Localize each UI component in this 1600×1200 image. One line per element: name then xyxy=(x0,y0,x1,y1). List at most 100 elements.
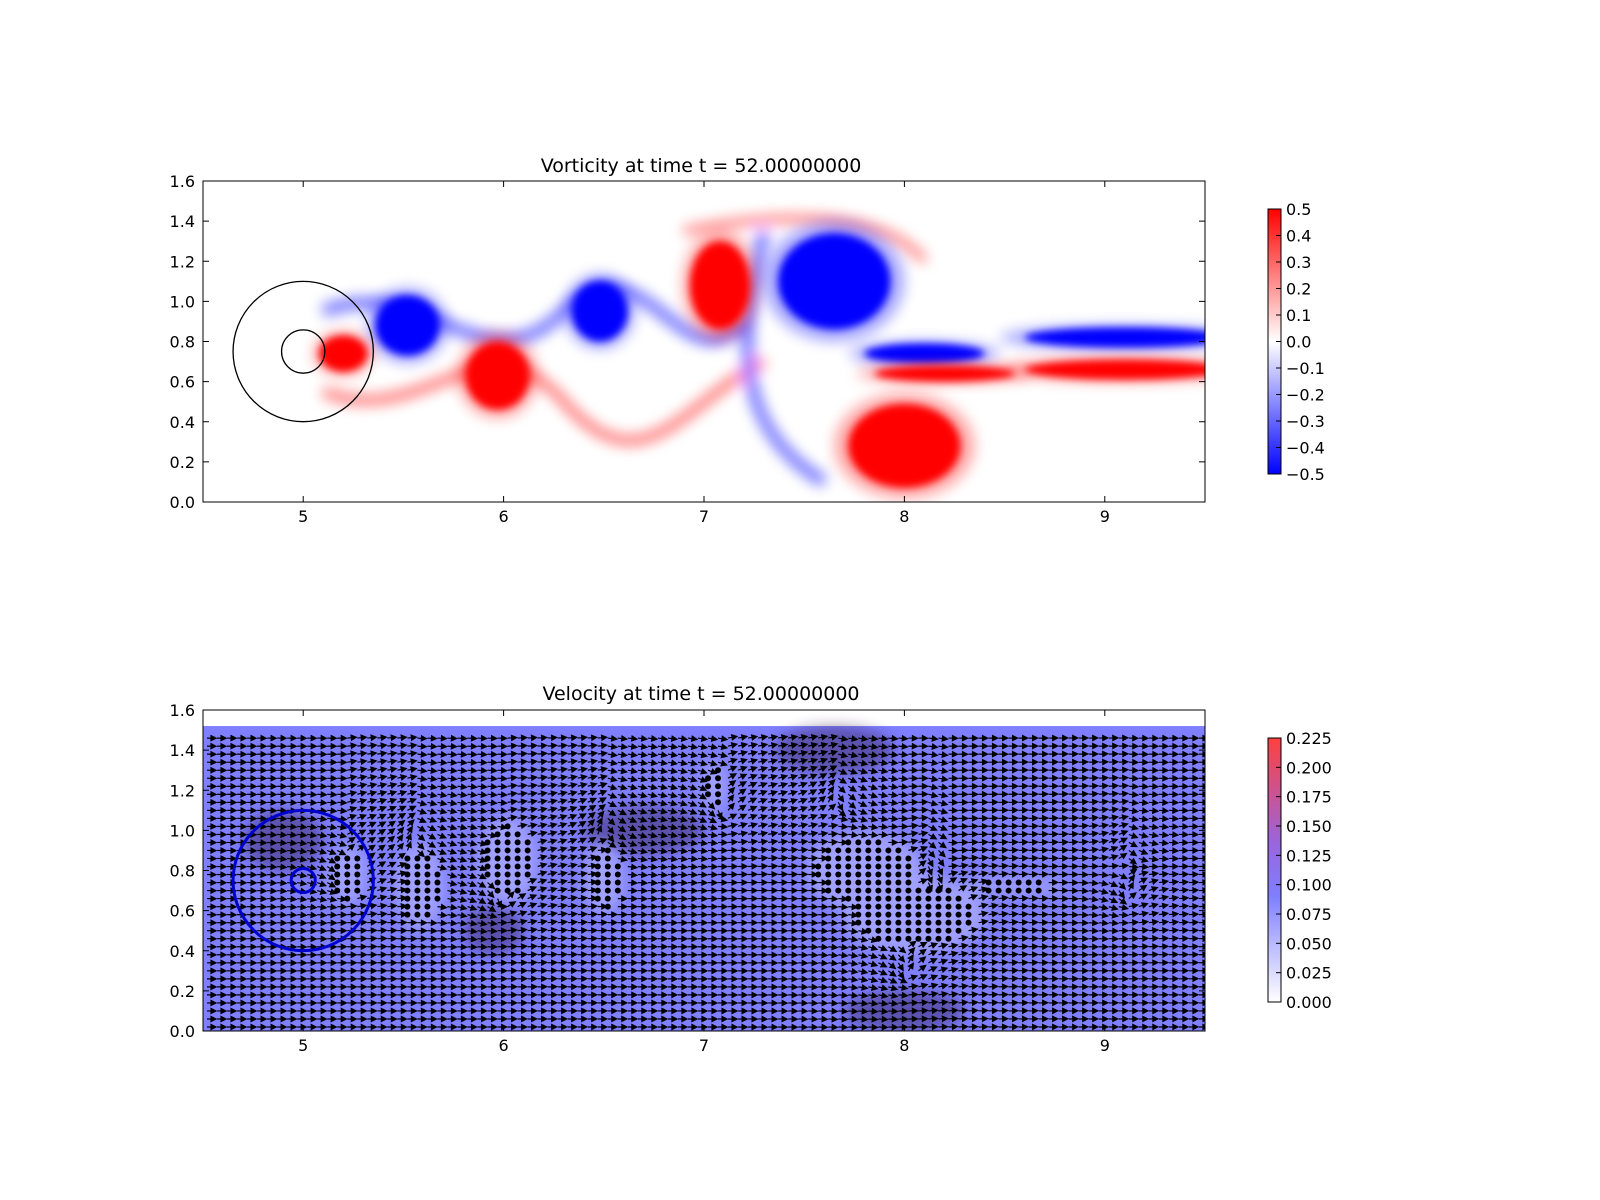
arrow-dot xyxy=(504,863,511,870)
velocity-arrow xyxy=(1038,846,1050,854)
velocity-arrow xyxy=(217,919,228,927)
velocity-arrow xyxy=(557,951,569,959)
velocity-arrow xyxy=(337,991,348,999)
velocity-arrow xyxy=(798,951,809,959)
velocity-arrow xyxy=(1008,1015,1019,1023)
velocity-arrow xyxy=(437,848,448,855)
velocity-arrow xyxy=(577,935,589,943)
velocity-arrow xyxy=(377,999,388,1007)
velocity-arrow xyxy=(647,863,659,871)
velocity-arrow xyxy=(928,850,936,859)
velocity-arrow xyxy=(938,990,949,998)
velocity-arrow xyxy=(397,819,406,827)
velocity-arrow xyxy=(637,871,649,879)
velocity-arrow xyxy=(1098,983,1110,991)
x-tick-label: 8 xyxy=(899,507,909,526)
arrow-dot xyxy=(1005,879,1012,886)
velocity-arrow xyxy=(217,943,228,951)
velocity-arrow xyxy=(838,927,849,935)
velocity-arrow xyxy=(898,946,907,954)
velocity-arrow xyxy=(247,895,258,903)
velocity-arrow xyxy=(547,959,559,967)
arrow-dot xyxy=(885,911,892,918)
velocity-arrow xyxy=(1048,951,1060,959)
velocity-arrow xyxy=(477,823,488,831)
arrow-dot xyxy=(504,879,511,886)
arrow-dot xyxy=(414,911,421,918)
velocity-arrow xyxy=(447,967,458,975)
velocity-arrow xyxy=(406,825,413,835)
velocity-arrow xyxy=(998,854,1009,862)
velocity-arrow xyxy=(367,1015,378,1023)
velocity-arrow xyxy=(1188,975,1200,983)
velocity-arrow xyxy=(677,1007,689,1015)
velocity-arrow xyxy=(477,999,488,1007)
velocity-arrow xyxy=(788,1007,799,1015)
velocity-arrow xyxy=(1088,879,1100,887)
velocity-arrow xyxy=(1018,999,1029,1007)
velocity-arrow xyxy=(1078,838,1090,846)
x-tick-label: 8 xyxy=(899,1036,909,1055)
velocity-arrow xyxy=(738,983,749,991)
velocity-arrow xyxy=(838,911,849,919)
velocity-arrow xyxy=(818,935,829,943)
velocity-arrow xyxy=(687,879,699,887)
velocity-arrow xyxy=(768,959,779,967)
arrow-dot xyxy=(815,863,822,870)
arrow-dot xyxy=(865,871,872,878)
velocity-arrow xyxy=(367,1007,378,1015)
velocity-arrow xyxy=(1048,1007,1060,1015)
arrow-dot xyxy=(855,919,862,926)
velocity-arrow xyxy=(748,1015,759,1023)
velocity-arrow xyxy=(938,950,949,958)
velocity-arrow xyxy=(477,1007,488,1015)
velocity-arrow xyxy=(738,903,749,911)
velocity-arrow xyxy=(657,951,669,959)
velocity-arrow xyxy=(477,967,488,975)
velocity-arrow xyxy=(417,967,428,975)
velocity-arrow xyxy=(758,935,769,943)
velocity-arrow xyxy=(1088,919,1100,927)
velocity-arrow xyxy=(357,991,368,999)
velocity-arrow xyxy=(317,951,328,959)
velocity-arrow xyxy=(447,975,458,983)
velocity-arrow xyxy=(657,935,669,943)
velocity-arrow xyxy=(1178,943,1190,951)
velocity-arrow xyxy=(557,910,568,918)
velocity-arrow xyxy=(828,895,839,903)
velocity-arrow xyxy=(277,903,288,911)
velocity-arrow xyxy=(858,944,869,951)
arrow-dot xyxy=(905,863,912,870)
velocity-arrow xyxy=(848,951,859,959)
velocity-arrow xyxy=(377,894,388,902)
velocity-arrow xyxy=(427,824,437,831)
arrow-dot xyxy=(504,847,511,854)
velocity-arrow xyxy=(978,950,989,958)
velocity-arrow xyxy=(277,1015,288,1023)
velocity-arrow xyxy=(888,1015,899,1023)
velocity-arrow xyxy=(928,966,938,973)
velocity-arrow xyxy=(407,951,418,959)
velocity-arrow xyxy=(898,977,908,984)
velocity-title: Velocity at time t = 52.00000000 xyxy=(542,683,859,705)
velocity-arrow xyxy=(918,1007,929,1015)
velocity-arrow xyxy=(447,959,458,967)
arrow-dot xyxy=(895,903,902,910)
velocity-arrow xyxy=(1048,999,1060,1007)
velocity-arrow xyxy=(908,940,917,948)
velocity-arrow xyxy=(1198,1007,1205,1015)
velocity-arrow xyxy=(267,887,278,895)
velocity-arrow xyxy=(657,1015,669,1023)
colorbar-tick-label: 0.5 xyxy=(1286,200,1311,219)
velocity-arrow xyxy=(798,1023,809,1031)
velocity-arrow xyxy=(397,959,408,967)
velocity-arrow xyxy=(357,902,368,910)
arrow-dot xyxy=(705,775,712,782)
velocity-arrow xyxy=(437,832,448,839)
velocity-arrow xyxy=(848,999,859,1007)
velocity-arrow xyxy=(217,959,228,967)
velocity-arrow xyxy=(968,870,979,878)
arrow-dot xyxy=(855,879,862,886)
arrow-dot xyxy=(404,911,411,918)
